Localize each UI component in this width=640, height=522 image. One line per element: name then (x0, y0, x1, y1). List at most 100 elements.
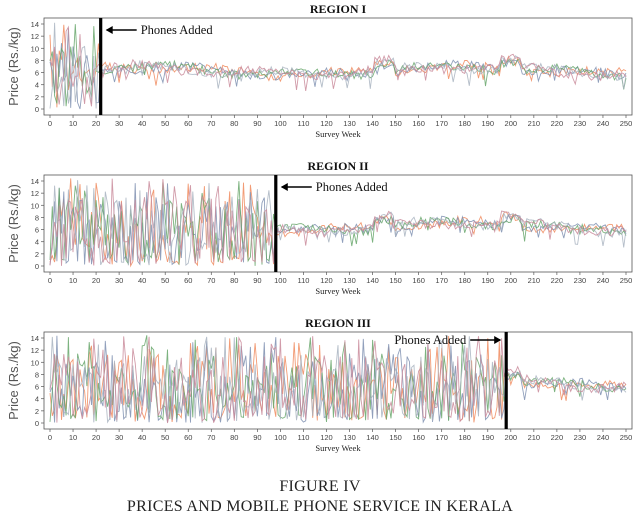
chart-panel-1: REGION I 0 2 4 6 8 10 12 14 Price (Rs./kg) 0 10 20 30… (6, 2, 633, 139)
x-tick-label: 50 (161, 433, 169, 442)
series-line (49, 22, 627, 109)
x-tick-label: 60 (184, 433, 192, 442)
x-axis-label: Survey Week (315, 443, 361, 453)
series-group (49, 178, 627, 268)
plot-frame (43, 174, 633, 273)
x-tick-label: 160 (412, 276, 425, 285)
x-tick-label: 220 (551, 433, 564, 442)
y-tick-label: 0 (35, 262, 39, 271)
x-tick-label: 230 (574, 433, 587, 442)
figure-caption-title: PRICES AND MOBILE PHONE SERVICE IN KERAL… (126, 498, 514, 515)
x-tick-label: 90 (253, 276, 261, 285)
series-group (49, 22, 627, 110)
annotation-label: Phones Added (316, 180, 389, 194)
chart-title: REGION I (310, 2, 367, 16)
y-tick-label: 10 (31, 44, 39, 53)
arrow-head-icon (494, 336, 502, 344)
x-tick-label: 140 (366, 276, 379, 285)
x-tick-label: 240 (597, 433, 610, 442)
x-tick-label: 100 (274, 119, 287, 128)
arrow-head-icon (105, 26, 113, 34)
x-tick-label: 50 (161, 276, 169, 285)
y-axis-label: Price (Rs./kg) (6, 184, 21, 263)
x-tick-label: 170 (435, 276, 448, 285)
x-tick-label: 200 (505, 276, 518, 285)
annotation-label: Phones Added (141, 23, 214, 37)
x-tick-label: 210 (528, 433, 541, 442)
series-line (49, 180, 627, 267)
y-tick-label: 10 (31, 201, 39, 210)
x-tick-label: 110 (297, 119, 309, 128)
series-line (49, 336, 627, 424)
x-tick-label: 100 (274, 433, 287, 442)
x-tick-label: 190 (482, 119, 495, 128)
x-tick-label: 160 (412, 433, 425, 442)
x-tick-label: 250 (620, 276, 633, 285)
x-tick-label: 20 (92, 433, 100, 442)
y-tick-label: 8 (35, 370, 39, 379)
x-tick-label: 30 (115, 276, 123, 285)
x-tick-label: 120 (320, 119, 333, 128)
x-tick-label: 150 (389, 276, 402, 285)
chart-title: REGION III (305, 316, 371, 330)
x-tick-label: 10 (69, 119, 77, 128)
series-line (49, 178, 627, 266)
y-axis-label: Price (Rs./kg) (6, 341, 21, 420)
y-tick-label: 2 (35, 407, 39, 416)
x-tick-label: 30 (115, 433, 123, 442)
x-tick-label: 70 (207, 119, 215, 128)
x-tick-label: 120 (320, 276, 333, 285)
x-tick-label: 40 (138, 433, 146, 442)
x-tick-label: 210 (528, 276, 541, 285)
series-group (49, 335, 627, 424)
figure-caption-number: FIGURE IV (279, 478, 361, 495)
x-tick-label: 180 (458, 433, 471, 442)
x-tick-label: 0 (48, 276, 52, 285)
y-tick-label: 12 (31, 32, 39, 41)
y-tick-label: 6 (35, 226, 39, 235)
y-tick-label: 4 (35, 238, 39, 247)
x-tick-label: 170 (435, 119, 448, 128)
y-tick-label: 6 (35, 383, 39, 392)
chart-panel-2: REGION II 0 2 4 6 8 10 12 14 Price (Rs./kg) 0 10 20 3… (6, 159, 633, 296)
x-tick-label: 20 (92, 276, 100, 285)
x-tick-label: 220 (551, 119, 564, 128)
y-tick-label: 14 (31, 334, 39, 343)
x-tick-label: 220 (551, 276, 564, 285)
x-tick-label: 190 (482, 276, 495, 285)
x-tick-label: 80 (230, 119, 238, 128)
arrow-head-icon (280, 183, 288, 191)
x-tick-label: 110 (297, 276, 309, 285)
x-tick-label: 190 (482, 433, 495, 442)
x-tick-label: 90 (253, 119, 261, 128)
x-tick-label: 70 (207, 276, 215, 285)
x-tick-label: 40 (138, 119, 146, 128)
x-tick-label: 180 (458, 119, 471, 128)
x-tick-label: 40 (138, 276, 146, 285)
x-axis-label: Survey Week (315, 286, 361, 296)
series-line (49, 25, 627, 107)
x-tick-label: 150 (389, 433, 402, 442)
x-tick-label: 200 (505, 433, 518, 442)
y-tick-label: 6 (35, 69, 39, 78)
x-tick-label: 70 (207, 433, 215, 442)
x-tick-label: 130 (343, 276, 356, 285)
x-tick-label: 30 (115, 119, 123, 128)
y-tick-label: 0 (35, 419, 39, 428)
plot-frame (43, 331, 633, 430)
x-tick-label: 250 (620, 119, 633, 128)
annotation-label: Phones Added (394, 333, 467, 347)
y-tick-label: 2 (35, 250, 39, 259)
x-tick-label: 10 (69, 276, 77, 285)
x-tick-label: 230 (574, 119, 587, 128)
x-tick-label: 60 (184, 276, 192, 285)
x-tick-label: 120 (320, 433, 333, 442)
x-tick-label: 80 (230, 433, 238, 442)
y-tick-label: 12 (31, 189, 39, 198)
x-tick-label: 150 (389, 119, 402, 128)
x-tick-label: 180 (458, 276, 471, 285)
x-tick-label: 140 (366, 119, 379, 128)
x-tick-label: 130 (343, 119, 356, 128)
y-tick-label: 0 (35, 105, 39, 114)
x-tick-label: 20 (92, 119, 100, 128)
